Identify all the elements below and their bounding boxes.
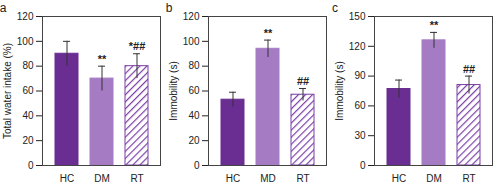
svg-text:80: 80 [22,60,34,71]
svg-text:40: 40 [188,110,200,121]
svg-text:c: c [332,1,338,15]
svg-text:HC: HC [60,173,74,184]
svg-text:MD: MD [260,173,276,184]
svg-text:20: 20 [22,135,34,146]
svg-text:20: 20 [188,135,200,146]
svg-text:90: 90 [354,70,366,81]
svg-text:120: 120 [17,11,34,22]
svg-text:100: 100 [183,36,200,47]
svg-text:0: 0 [360,160,366,171]
svg-text:*##: *## [129,40,146,52]
svg-text:0: 0 [194,160,200,171]
svg-text:40: 40 [22,110,34,121]
svg-text:30: 30 [354,130,366,141]
svg-text:60: 60 [188,85,200,96]
svg-text:**: ** [264,27,273,39]
svg-text:120: 120 [349,41,366,52]
svg-text:80: 80 [188,60,200,71]
svg-text:RT: RT [462,173,475,184]
svg-text:60: 60 [354,100,366,111]
svg-text:HC: HC [226,173,240,184]
svg-text:RT: RT [130,173,143,184]
svg-text:Immobility (s): Immobility (s) [168,61,179,120]
svg-text:**: ** [430,19,439,31]
svg-text:Immobility (s): Immobility (s) [334,61,345,120]
svg-text:HC: HC [392,173,406,184]
svg-text:0: 0 [28,160,34,171]
svg-text:Total water intake (%): Total water intake (%) [2,43,13,139]
svg-text:DM: DM [426,173,442,184]
svg-text:120: 120 [183,11,200,22]
svg-text:b: b [166,1,173,15]
svg-text:60: 60 [22,85,34,96]
svg-text:##: ## [297,75,309,87]
svg-text:150: 150 [349,11,366,22]
svg-text:100: 100 [17,36,34,47]
svg-text:DM: DM [94,173,110,184]
svg-text:a: a [0,1,7,15]
svg-text:**: ** [98,53,107,65]
svg-text:RT: RT [296,173,309,184]
svg-text:##: ## [463,63,475,75]
